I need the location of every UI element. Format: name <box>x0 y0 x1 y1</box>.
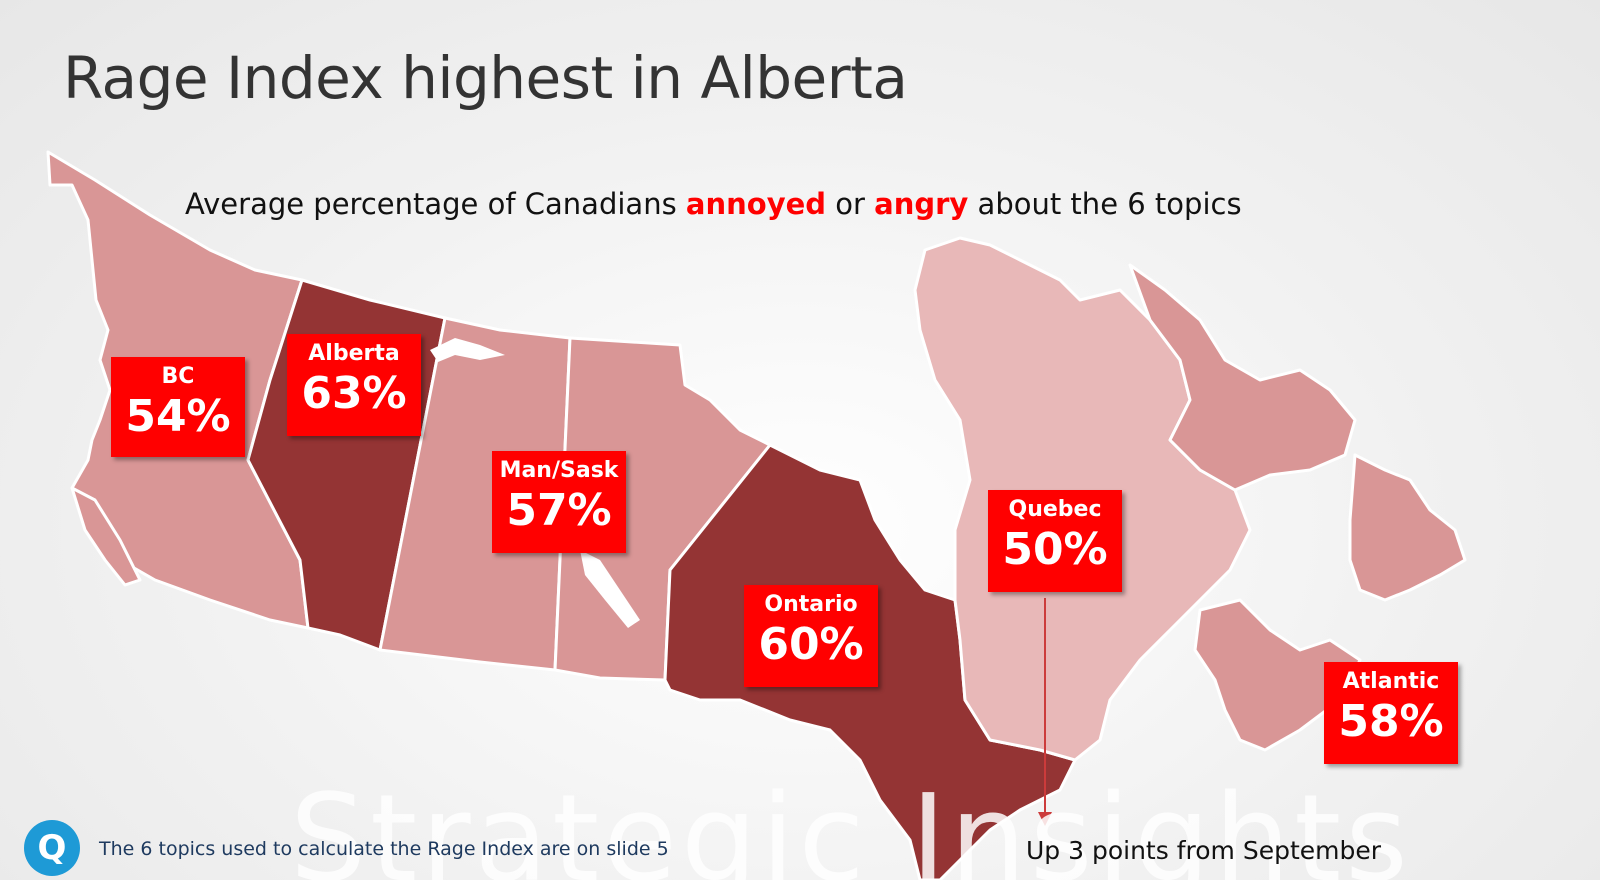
label-man-sask-name: Man/Sask <box>499 458 619 483</box>
great-slave-lake <box>430 338 505 362</box>
label-quebec: Quebec 50% <box>988 490 1122 592</box>
region-vancouver-island <box>70 486 142 587</box>
subtitle-after: about the 6 topics <box>968 187 1242 221</box>
brand-logo-icon: Q <box>24 820 80 876</box>
label-man-sask: Man/Sask 57% <box>492 451 626 553</box>
page-title: Rage Index highest in Alberta <box>63 44 908 112</box>
lake-winnipeg <box>580 550 640 628</box>
label-ontario-name: Ontario <box>764 592 858 617</box>
label-alberta-value: 63% <box>301 368 407 419</box>
label-atlantic-value: 58% <box>1338 696 1444 747</box>
label-man-sask-value: 57% <box>506 485 612 536</box>
label-bc-name: BC <box>161 364 195 389</box>
label-atlantic-name: Atlantic <box>1342 669 1440 694</box>
label-ontario-value: 60% <box>758 619 864 670</box>
quebec-arrow-head <box>1038 812 1052 826</box>
region-maritimes <box>1193 598 1362 752</box>
label-bc: BC 54% <box>111 357 245 457</box>
label-alberta: Alberta 63% <box>287 334 421 436</box>
label-alberta-name: Alberta <box>308 341 400 366</box>
label-quebec-value: 50% <box>1002 524 1108 575</box>
map-subtitle: Average percentage of Canadians annoyed … <box>185 187 1242 221</box>
region-labrador <box>1128 263 1357 492</box>
change-note: Up 3 points from September <box>1026 836 1382 865</box>
subtitle-middle: or <box>826 187 875 221</box>
region-newfoundland <box>1348 453 1467 602</box>
subtitle-highlight-annoyed: annoyed <box>685 187 827 221</box>
subtitle-highlight-angry: angry <box>874 187 969 221</box>
subtitle-before: Average percentage of Canadians <box>185 187 686 221</box>
label-bc-value: 54% <box>125 391 231 442</box>
label-atlantic: Atlantic 58% <box>1324 662 1458 764</box>
label-ontario: Ontario 60% <box>744 585 878 687</box>
footnote: The 6 topics used to calculate the Rage … <box>99 838 669 860</box>
label-quebec-name: Quebec <box>1008 497 1102 522</box>
